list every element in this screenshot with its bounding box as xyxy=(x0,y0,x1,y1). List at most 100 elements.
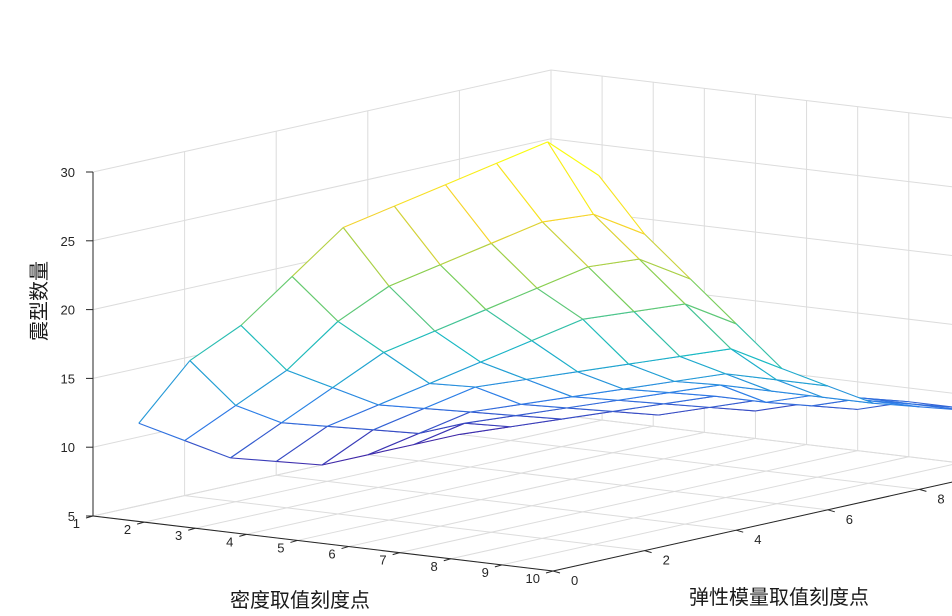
y-axis-line xyxy=(552,481,952,572)
surface-face xyxy=(389,264,486,331)
surface-edge xyxy=(485,287,538,311)
surface-edge xyxy=(690,278,737,325)
surface-edge xyxy=(526,371,578,380)
y-tick-label: 6 xyxy=(846,512,853,527)
surface-face xyxy=(526,371,624,397)
surface-edge xyxy=(663,403,710,408)
surface-face xyxy=(633,303,731,357)
tick-labels: 12345678910024681051015202530 xyxy=(61,165,945,588)
surface-face xyxy=(485,288,583,341)
surface-edge xyxy=(332,351,385,388)
surface-face xyxy=(531,319,629,372)
surface-edge xyxy=(475,378,527,388)
surface-edge xyxy=(868,400,920,408)
surface-edge xyxy=(189,324,242,362)
surface-face xyxy=(515,407,613,420)
x-tick-label: 9 xyxy=(482,565,489,580)
surface-edge xyxy=(735,323,783,370)
surface-edge xyxy=(776,379,828,387)
surface-edge xyxy=(566,399,619,409)
z-tick-label: 15 xyxy=(61,371,75,386)
surface-edge xyxy=(383,330,436,353)
x-tick-label: 10 xyxy=(526,571,540,586)
x-axis-label: 密度取值刻度点 xyxy=(230,588,370,612)
surface-edge xyxy=(536,287,584,320)
surface-edge xyxy=(434,309,487,332)
surface-edge xyxy=(633,311,681,357)
surface-face xyxy=(491,221,589,289)
y-tick-mark xyxy=(827,509,835,513)
surface-edge xyxy=(424,407,471,413)
surface-edge xyxy=(628,355,680,365)
surface-face xyxy=(383,330,481,384)
grid-line-floor-x xyxy=(501,464,952,566)
surface-edge xyxy=(542,213,594,223)
surface-face xyxy=(373,408,471,434)
surface-edge xyxy=(434,330,481,363)
surface-face xyxy=(464,415,562,427)
surface-face xyxy=(189,325,287,406)
surface-edge xyxy=(593,213,645,235)
y-tick-label: 4 xyxy=(754,532,761,547)
grid-line-floor-x xyxy=(195,425,654,529)
surface-edge xyxy=(593,213,640,260)
surface-edge xyxy=(658,406,710,416)
surface-edge xyxy=(230,457,277,462)
grid-line-back-z xyxy=(92,69,552,173)
surface-edge xyxy=(445,184,492,244)
y-tick-mark xyxy=(919,488,927,492)
surface-edge xyxy=(547,141,600,176)
surface-edge xyxy=(321,454,368,466)
surface-edge xyxy=(598,175,646,235)
surface-edge xyxy=(291,227,344,277)
surface-edge xyxy=(240,324,288,371)
surface-edge xyxy=(184,440,231,459)
grid-line-floor-x xyxy=(144,419,603,523)
x-tick-label: 8 xyxy=(431,559,438,574)
surface-edge xyxy=(827,385,874,404)
surface-edge xyxy=(469,411,516,417)
surface-face xyxy=(230,422,328,462)
grid-line-floor-y xyxy=(276,474,737,531)
surface-edge xyxy=(638,258,686,305)
surface-edge xyxy=(623,388,670,394)
surface-edge xyxy=(418,422,465,434)
surface-edge xyxy=(515,407,568,417)
surface-face xyxy=(628,356,726,382)
x-tick-label: 3 xyxy=(175,528,182,543)
surface-edge xyxy=(582,318,630,365)
surface-mesh xyxy=(138,141,952,466)
surface-edge xyxy=(189,360,237,406)
surface-edge xyxy=(776,379,823,398)
surface-edge xyxy=(663,395,716,405)
surface-face xyxy=(378,383,476,409)
surface-edge xyxy=(439,264,487,310)
z-tick-label: 20 xyxy=(61,303,75,318)
surface-edge xyxy=(679,355,726,375)
surface-face xyxy=(582,311,680,365)
surface-edge xyxy=(332,387,379,406)
grid-line-floor-x xyxy=(348,444,807,548)
surface-edge xyxy=(480,361,527,380)
surface-face xyxy=(593,214,691,279)
axis-lines xyxy=(92,172,952,572)
surface-edge xyxy=(418,411,471,434)
surface-edge xyxy=(709,406,756,412)
surface-edge xyxy=(439,242,492,266)
surface-edge xyxy=(521,396,573,405)
surface-face xyxy=(281,387,379,427)
surface-edge xyxy=(276,460,323,466)
surface-face xyxy=(542,214,640,267)
surface-edge xyxy=(639,258,691,280)
surface-edge xyxy=(337,285,390,322)
x-tick-mark xyxy=(545,570,554,574)
surface-edge xyxy=(811,405,858,410)
surface-edge xyxy=(291,276,339,322)
surface-face xyxy=(394,184,492,265)
surface-face xyxy=(138,360,236,441)
surface-edge xyxy=(725,373,772,392)
x-tick-mark xyxy=(392,552,400,556)
surface-edge xyxy=(429,361,481,384)
surface-edge xyxy=(526,378,573,398)
surface-edge xyxy=(541,221,589,268)
